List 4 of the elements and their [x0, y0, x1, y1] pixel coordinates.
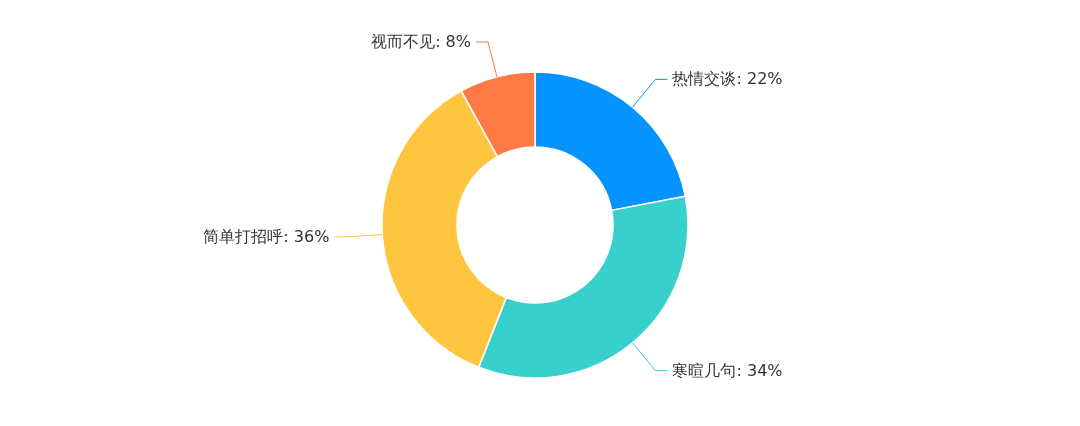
slice-label: 简单打招呼: 36%: [203, 226, 330, 246]
slice-label: 寒暄几句: 34%: [672, 360, 783, 380]
slice-label: 视而不见: 8%: [371, 31, 471, 51]
slice-label: 热情交谈: 22%: [672, 69, 783, 89]
